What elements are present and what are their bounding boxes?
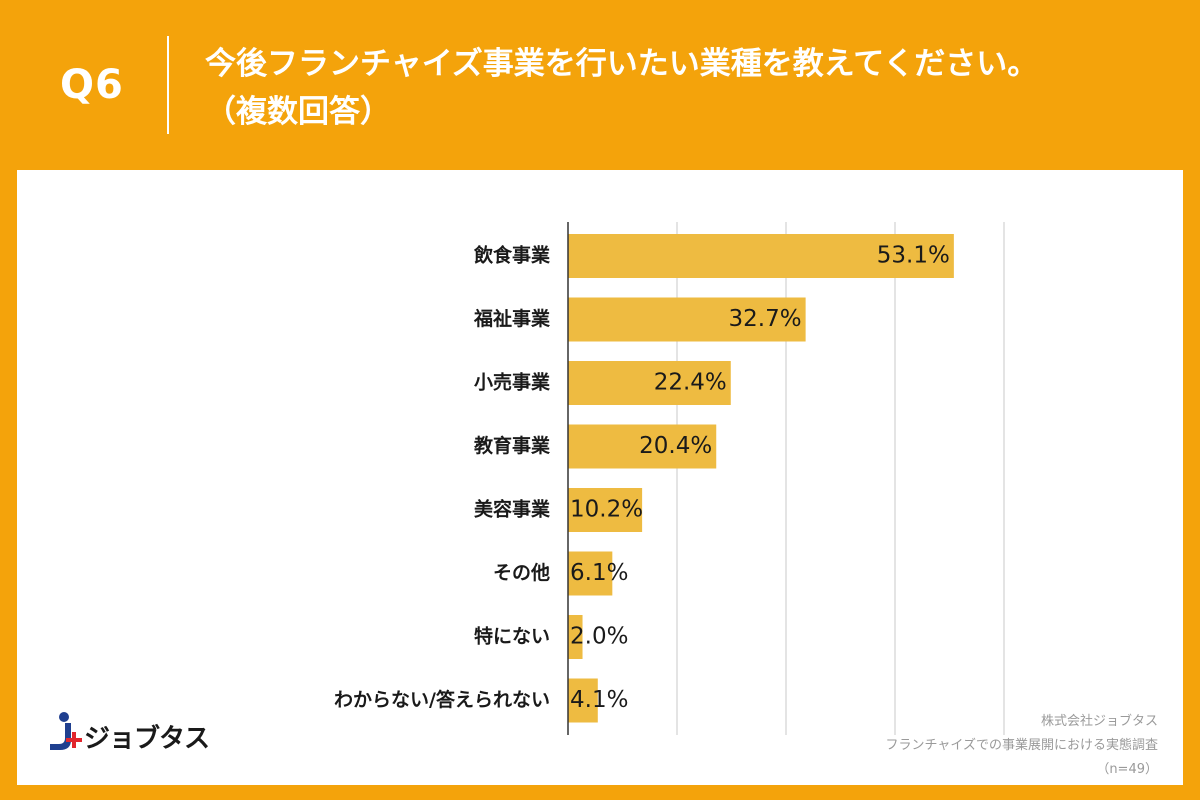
question-header: Q6 今後フランチャイズ事業を行いたい業種を教えてください。 （複数回答） xyxy=(0,0,1200,170)
category-label: 美容事業 xyxy=(474,498,551,521)
data-label: 2.0% xyxy=(570,624,628,650)
bar-chart: 飲食事業 53.1% 福祉事業 32.7% 小売事業 22.4% 教育事業 20.4% 美容事業… xyxy=(334,222,1005,735)
data-label: 32.7% xyxy=(729,306,802,332)
data-label: 20.4% xyxy=(639,433,712,459)
category-label: その他 xyxy=(493,561,550,584)
bar-6 xyxy=(568,615,583,659)
bar-3 xyxy=(568,424,717,469)
header-divider xyxy=(167,36,169,134)
category-label: 福祉事業 xyxy=(473,307,551,330)
category-label: 教育事業 xyxy=(474,434,551,457)
source-survey: フランチャイズでの事業展開における実態調査 xyxy=(885,738,1158,753)
bar-4 xyxy=(568,488,643,532)
question-title-line1: 今後フランチャイズ事業を行いたい業種を教えてください。 xyxy=(205,46,1039,82)
category-label: 飲食事業 xyxy=(473,244,551,267)
bar-5 xyxy=(568,551,613,596)
category-label: 小売事業 xyxy=(474,371,551,394)
logo-text: ジョブタス xyxy=(84,724,210,754)
data-label: 6.1% xyxy=(570,560,628,586)
source-note: 株式会社ジョブタス フランチャイズでの事業展開における実態調査 （n=49） xyxy=(738,710,1158,782)
jobtas-logo-icon xyxy=(50,712,82,750)
category-label: 特にない xyxy=(474,626,550,648)
data-label: 53.1% xyxy=(877,243,950,269)
question-number: Q6 xyxy=(60,62,124,108)
bar-2 xyxy=(568,361,731,405)
question-title: 今後フランチャイズ事業を行いたい業種を教えてください。 （複数回答） xyxy=(205,40,1165,136)
category-label: わからない/答えられない xyxy=(334,688,550,711)
question-title-line2: （複数回答） xyxy=(205,94,391,130)
bar-0 xyxy=(568,234,954,278)
jobtas-logo: ジョブタス xyxy=(44,710,214,754)
data-label: 4.1% xyxy=(570,687,628,713)
bar-7 xyxy=(568,678,598,723)
bar-1 xyxy=(568,297,806,342)
source-sample-size: （n=49） xyxy=(1096,762,1158,777)
data-label: 22.4% xyxy=(654,370,727,396)
source-company: 株式会社ジョブタス xyxy=(1040,714,1158,729)
chart-panel: 飲食事業 53.1% 福祉事業 32.7% 小売事業 22.4% 教育事業 20.4% 美容事業… xyxy=(17,170,1183,785)
data-label: 10.2% xyxy=(570,497,643,523)
